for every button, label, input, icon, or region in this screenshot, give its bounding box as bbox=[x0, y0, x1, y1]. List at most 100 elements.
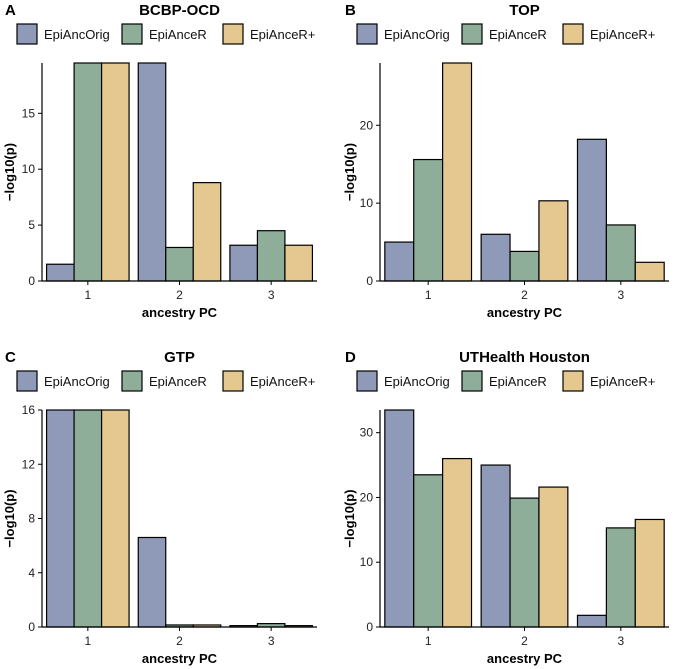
bar-epiancorig-pc2 bbox=[480, 464, 511, 628]
legend-label: EpiAnceR bbox=[149, 27, 207, 42]
y-tick-label: 15 bbox=[22, 106, 36, 120]
bar-epiancer-pc3 bbox=[605, 224, 636, 282]
bar-epiancorig-pc3 bbox=[576, 138, 607, 282]
bars bbox=[45, 409, 314, 628]
bar-epiancer-pc3 bbox=[256, 230, 286, 282]
legend-label: EpiAnceR+ bbox=[590, 27, 655, 42]
panel-letter: B bbox=[345, 2, 356, 19]
bar-epiancorig-pc1 bbox=[384, 409, 415, 628]
legend-label: EpiAnceR+ bbox=[590, 374, 655, 389]
x-tick-label: 1 bbox=[84, 634, 91, 648]
bar-epiancorig-pc3 bbox=[229, 244, 259, 282]
bar-epiancorig-pc2 bbox=[137, 62, 167, 282]
chart-title: GTP bbox=[164, 349, 195, 366]
legend: EpiAncOrig EpiAnceR EpiAnceR+ bbox=[16, 23, 315, 45]
bar-epiancorig-pc1 bbox=[45, 263, 75, 282]
bar-epiancer-pc2 bbox=[509, 250, 540, 282]
x-axis-title: ancestry PC bbox=[142, 305, 218, 320]
bar-epiancer-pc1 bbox=[413, 474, 444, 628]
legend-swatch bbox=[121, 23, 143, 45]
panel-a: A BCBP-OCD EpiAncOrig EpiAnceR EpiAnceR+ 0 5 10… bbox=[2, 2, 317, 320]
legend-swatch bbox=[562, 370, 584, 392]
x-tick-label: 1 bbox=[425, 288, 432, 302]
x-axis-title: ancestry PC bbox=[487, 651, 563, 666]
bar-epiancer-plus-pc3 bbox=[634, 261, 665, 282]
x-tick-label: 3 bbox=[617, 634, 624, 648]
chart-title: BCBP-OCD bbox=[139, 2, 220, 19]
y-tick-label: 20 bbox=[360, 118, 374, 132]
bar-epiancer-plus-pc3 bbox=[284, 244, 314, 282]
legend-label: EpiAnceR+ bbox=[250, 27, 315, 42]
legend-swatch bbox=[562, 23, 584, 45]
y-tick-label: 8 bbox=[28, 512, 35, 526]
x-tick-label: 2 bbox=[521, 288, 528, 302]
y-tick-label: 10 bbox=[360, 555, 374, 569]
bar-epiancer-pc2 bbox=[165, 246, 194, 282]
bar-epiancer-pc1 bbox=[413, 158, 444, 282]
x-axis-title: ancestry PC bbox=[487, 305, 563, 320]
legend-swatch bbox=[461, 370, 483, 392]
legend-label: EpiAnceR bbox=[149, 374, 207, 389]
legend-swatch bbox=[16, 23, 38, 45]
x-axis-title: ancestry PC bbox=[142, 651, 218, 666]
legend-swatch bbox=[356, 23, 378, 45]
bar-epiancer-plus-pc3 bbox=[634, 518, 665, 628]
y-tick-label: 0 bbox=[366, 274, 373, 288]
bar-epiancer-pc1 bbox=[73, 62, 103, 282]
panel-letter: D bbox=[345, 349, 356, 366]
y-tick-label: 10 bbox=[22, 162, 36, 176]
chart-title: TOP bbox=[509, 2, 540, 19]
bars bbox=[45, 62, 314, 282]
y-tick-label: 16 bbox=[22, 403, 36, 417]
legend: EpiAncOrig EpiAnceR EpiAnceR+ bbox=[356, 23, 655, 45]
bar-epiancer-plus-pc2 bbox=[192, 182, 222, 282]
bar-epiancorig-pc3 bbox=[576, 614, 607, 628]
legend-swatch bbox=[121, 370, 143, 392]
legend-label: EpiAnceR+ bbox=[250, 374, 315, 389]
legend-label: EpiAncOrig bbox=[44, 27, 110, 42]
bar-epiancer-plus-pc2 bbox=[538, 200, 569, 282]
bar-epiancer-pc1 bbox=[73, 409, 103, 628]
bars bbox=[384, 62, 665, 282]
y-axis-title: −log10(p) bbox=[342, 489, 357, 547]
bar-epiancer-plus-pc1 bbox=[100, 62, 130, 282]
bar-epiancer-pc2 bbox=[509, 497, 540, 628]
y-tick-label: 4 bbox=[28, 566, 35, 580]
panel-letter: A bbox=[5, 2, 16, 19]
legend-swatch bbox=[461, 23, 483, 45]
y-tick-label: 0 bbox=[366, 620, 373, 634]
legend-swatch bbox=[222, 23, 244, 45]
bar-epiancorig-pc1 bbox=[45, 409, 75, 628]
bar-epiancorig-pc2 bbox=[137, 536, 167, 628]
y-tick-label: 30 bbox=[360, 426, 374, 440]
y-tick-label: 10 bbox=[360, 196, 374, 210]
y-axis-title: −log10(p) bbox=[342, 143, 357, 201]
legend-label: EpiAncOrig bbox=[44, 374, 110, 389]
y-tick-label: 5 bbox=[28, 218, 35, 232]
y-axis-title: −log10(p) bbox=[2, 143, 17, 201]
y-tick-label: 0 bbox=[28, 274, 35, 288]
legend-swatch bbox=[16, 370, 38, 392]
x-tick-label: 1 bbox=[84, 288, 91, 302]
x-tick-label: 3 bbox=[268, 634, 275, 648]
x-tick-label: 2 bbox=[521, 634, 528, 648]
legend-label: EpiAncOrig bbox=[384, 27, 450, 42]
x-tick-label: 2 bbox=[176, 634, 183, 648]
panel-b: B TOP EpiAncOrig EpiAnceR EpiAnceR+ 0 10 20 1 2 3 a… bbox=[342, 2, 669, 320]
legend-label: EpiAncOrig bbox=[384, 374, 450, 389]
y-tick-label: 12 bbox=[22, 457, 36, 471]
y-tick-label: 0 bbox=[28, 620, 35, 634]
legend-swatch bbox=[356, 370, 378, 392]
legend: EpiAncOrig EpiAnceR EpiAnceR+ bbox=[16, 370, 315, 392]
legend: EpiAncOrig EpiAnceR EpiAnceR+ bbox=[356, 370, 655, 392]
x-tick-label: 1 bbox=[425, 634, 432, 648]
legend-label: EpiAnceR bbox=[489, 374, 547, 389]
chart-title: UTHealth Houston bbox=[459, 349, 590, 366]
x-tick-label: 3 bbox=[617, 288, 624, 302]
bar-epiancer-plus-pc1 bbox=[100, 409, 130, 628]
y-axis-title: −log10(p) bbox=[2, 489, 17, 547]
legend-label: EpiAnceR bbox=[489, 27, 547, 42]
x-tick-label: 3 bbox=[268, 288, 275, 302]
